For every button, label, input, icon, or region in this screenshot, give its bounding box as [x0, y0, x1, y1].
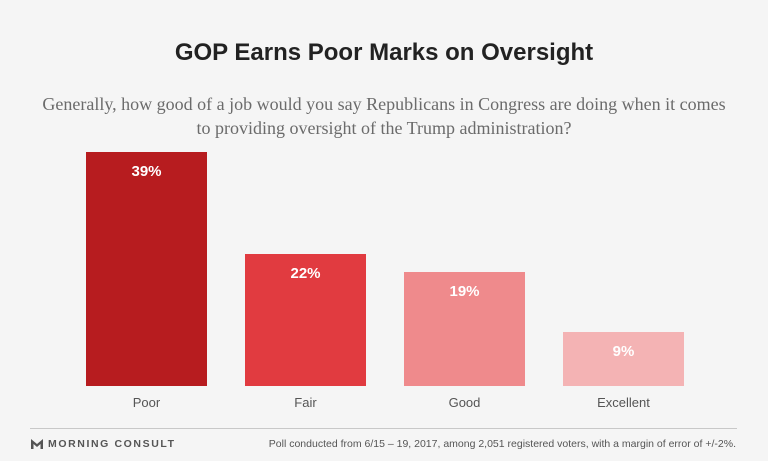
footer-divider — [30, 428, 737, 429]
category-label-excellent: Excellent — [597, 395, 650, 410]
bar-fair — [245, 254, 366, 386]
source-note: Poll conducted from 6/15 – 19, 2017, amo… — [268, 438, 736, 450]
data-label-good: 19% — [449, 283, 479, 300]
chart-subtitle: Generally, how good of a job would you s… — [42, 94, 726, 138]
bar-excellent — [563, 332, 684, 386]
data-label-excellent: 9% — [613, 343, 635, 360]
data-label-poor: 39% — [131, 163, 161, 180]
brand-logo: MORNING CONSULT — [31, 437, 176, 451]
chart-title: GOP Earns Poor Marks on Oversight — [174, 39, 594, 66]
data-label-fair: 22% — [290, 265, 320, 282]
bar-poor — [86, 152, 207, 386]
morning-consult-logo-icon — [31, 439, 43, 449]
category-label-good: Good — [449, 395, 481, 410]
brand-name: MORNING CONSULT — [48, 438, 176, 450]
category-label-fair: Fair — [294, 395, 317, 410]
category-label-poor: Poor — [133, 395, 161, 410]
bar-good — [404, 272, 525, 386]
